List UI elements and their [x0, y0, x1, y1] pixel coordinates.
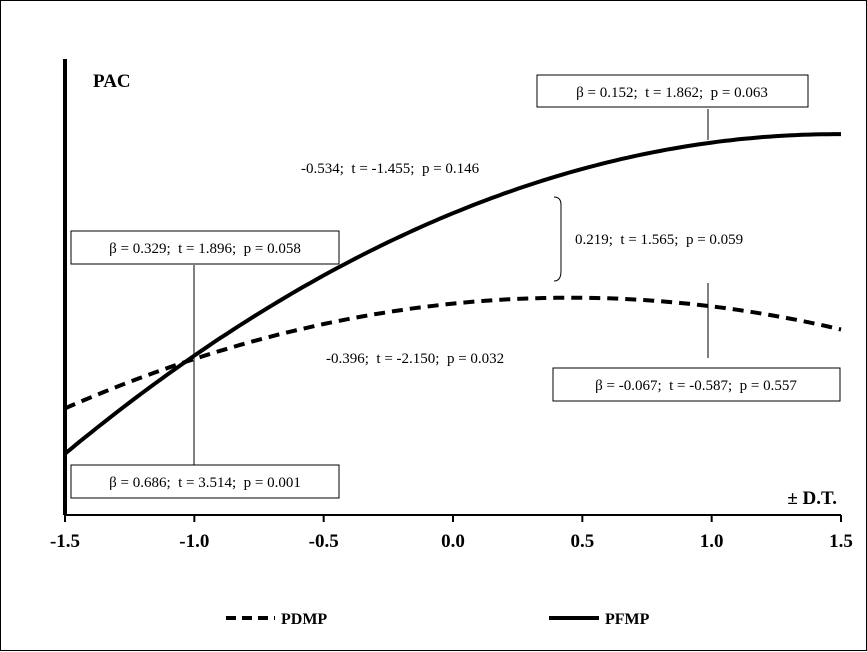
- annotation-box-left-upper: [70, 230, 340, 265]
- annotation-left-upper: β = 0.329; t = 1.896; p = 0.058: [109, 241, 301, 257]
- annotation-right-lower: β = -0.067; t = -0.587; p = 0.557: [595, 378, 797, 394]
- annotation-box-right-lower: [552, 367, 841, 402]
- annotation-difference: 0.219; t = 1.565; p = 0.059: [575, 232, 743, 248]
- x-ticks: -1.5 -1.0 -0.5 0.0 0.5 1.0 1.5: [50, 515, 853, 552]
- y-axis-label: PAC: [93, 71, 131, 92]
- x-tick-label: 0.0: [441, 531, 465, 552]
- legend-label-pfmp: PFMP: [605, 611, 650, 628]
- x-tick-label: -0.5: [309, 531, 339, 552]
- annotation-left-lower: β = 0.686; t = 3.514; p = 0.001: [109, 475, 301, 491]
- series-line-pdmp: [64, 295, 842, 411]
- annotation-box-top-right: [536, 74, 809, 108]
- annotation-pfmp-slope: -0.534; t = -1.455; p = 0.146: [301, 161, 480, 177]
- x-tick-label: 1.5: [829, 531, 853, 552]
- x-tick-label: 0.5: [570, 531, 594, 552]
- x-axis-label: ± D.T.: [787, 488, 837, 509]
- legend-label-pdmp: PDMP: [281, 611, 327, 628]
- series-line-pfmp: [63, 132, 841, 456]
- annotation-top-right: β = 0.152; t = 1.862; p = 0.063: [576, 85, 768, 101]
- x-tick-label: -1.0: [179, 531, 209, 552]
- x-tick-label: -1.5: [50, 531, 80, 552]
- difference-bracket: [553, 196, 562, 282]
- annotation-pdmp-slope: -0.396; t = -2.150; p = 0.032: [326, 351, 504, 367]
- x-tick-label: 1.0: [700, 531, 724, 552]
- annotation-box-left-lower: [70, 464, 340, 499]
